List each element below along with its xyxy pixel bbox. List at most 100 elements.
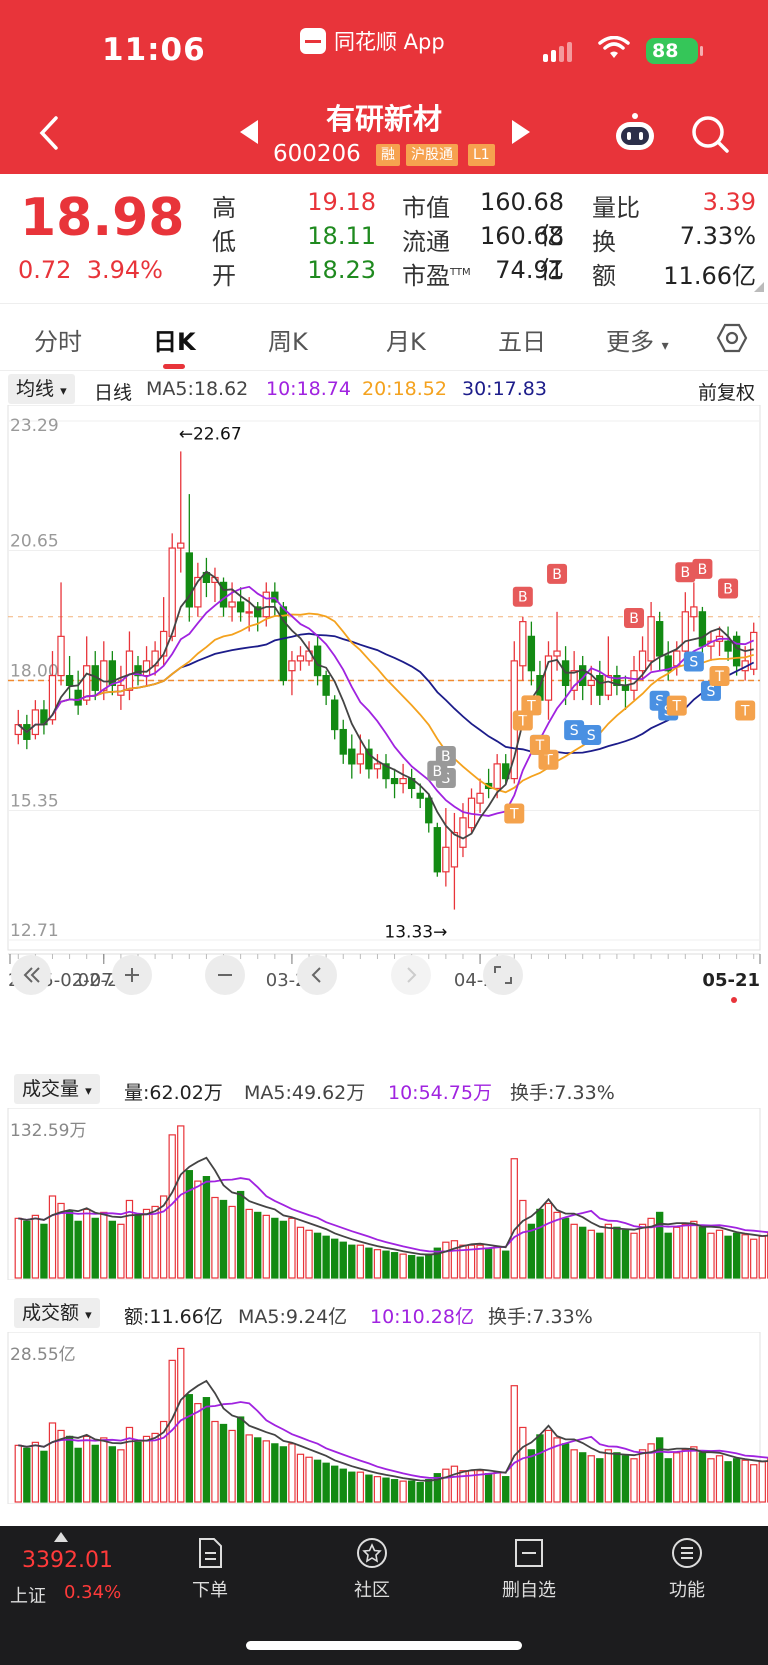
volume-bar bbox=[296, 1453, 305, 1503]
volume-bar bbox=[416, 1256, 424, 1279]
marker-label: S bbox=[587, 728, 596, 744]
ma5-line bbox=[17, 570, 754, 840]
volume-bar bbox=[493, 1246, 501, 1279]
volume-bar bbox=[40, 1223, 48, 1279]
ma-legend-bar: 均线 ▾ 日线 MA5:18.62 10:18.74 20:18.52 30:1… bbox=[0, 374, 768, 404]
volume-bar bbox=[322, 1462, 330, 1503]
settings-hexagon-icon[interactable] bbox=[716, 322, 748, 354]
volume-bar bbox=[621, 1229, 630, 1279]
volume-bar bbox=[91, 1217, 99, 1279]
chart-frame bbox=[7, 405, 761, 951]
app-indicator[interactable]: 同花顺 App bbox=[300, 26, 445, 56]
marker-label: B bbox=[518, 590, 528, 606]
index-change: 0.34% bbox=[64, 1582, 122, 1603]
tab-daily-k[interactable]: 日K bbox=[153, 328, 196, 356]
step-forward-icon[interactable] bbox=[390, 954, 432, 996]
candle-body bbox=[108, 660, 117, 687]
volume-bar bbox=[91, 1444, 99, 1503]
mktcap-value: 160.68亿 bbox=[480, 188, 564, 250]
volume-bar bbox=[407, 1480, 416, 1503]
volume-bar bbox=[185, 1394, 193, 1503]
indicator-select[interactable]: 均线 ▾ bbox=[8, 374, 75, 404]
level-tag: L1 bbox=[468, 144, 495, 166]
nav-remove-watchlist[interactable]: 删自选 bbox=[484, 1536, 574, 1602]
volume-bar bbox=[698, 1226, 707, 1279]
volume-bar bbox=[159, 1420, 168, 1503]
candle-body bbox=[254, 606, 262, 618]
volume-bar bbox=[117, 1449, 125, 1503]
volume-bar bbox=[707, 1232, 715, 1279]
adjust-label[interactable]: 前复权 bbox=[698, 382, 756, 404]
index-price[interactable]: 3392.01 bbox=[22, 1548, 113, 1573]
volume-bar bbox=[613, 1452, 621, 1503]
zoom-out-icon[interactable] bbox=[204, 954, 246, 996]
back-icon[interactable] bbox=[30, 110, 68, 156]
candle-body bbox=[433, 827, 441, 873]
marker-label: T bbox=[671, 699, 681, 715]
robot-assistant-icon[interactable] bbox=[612, 112, 658, 154]
float-value: 160.68亿 bbox=[480, 222, 564, 284]
home-indicator[interactable] bbox=[246, 1641, 522, 1650]
volume-bar bbox=[23, 1220, 31, 1279]
volume-bar bbox=[630, 1458, 638, 1503]
volume-bar bbox=[536, 1434, 544, 1503]
volume-bar bbox=[553, 1211, 561, 1279]
tab-five-day[interactable]: 五日 bbox=[498, 328, 546, 356]
y-axis-label: 23.29 bbox=[10, 416, 59, 436]
volume-bar bbox=[100, 1211, 108, 1279]
period-label: 日线 bbox=[94, 382, 133, 404]
nav-functions[interactable]: 功能 bbox=[642, 1536, 732, 1602]
trade-marker-T: T bbox=[709, 665, 730, 686]
volume-bar bbox=[732, 1458, 741, 1503]
volume-bar bbox=[14, 1444, 22, 1503]
ma20-label: 20:18.52 bbox=[362, 378, 447, 400]
volume-bar bbox=[74, 1447, 82, 1503]
search-icon[interactable] bbox=[690, 114, 730, 154]
step-back-icon[interactable] bbox=[296, 954, 338, 996]
volume-bar bbox=[399, 1480, 407, 1503]
fullscreen-icon[interactable] bbox=[482, 954, 524, 996]
amount-select[interactable]: 成交额 ▾ bbox=[14, 1298, 100, 1328]
tab-weekly-k[interactable]: 周K bbox=[268, 328, 308, 356]
subchart-frame bbox=[7, 1108, 761, 1280]
candlestick-chart[interactable]: 23.2920.6518.0015.3512.71BSTBSBBBSBTSSTS… bbox=[0, 405, 768, 1055]
tab-monthly-k[interactable]: 月K bbox=[386, 328, 426, 356]
marker-label: B bbox=[698, 562, 708, 578]
candle-body bbox=[245, 611, 253, 614]
volume-bar bbox=[390, 1479, 399, 1503]
candle-body bbox=[219, 581, 228, 608]
candle-body bbox=[476, 792, 484, 804]
pe-value: 74.91 bbox=[495, 256, 564, 284]
volume-bar bbox=[664, 1232, 672, 1279]
candle-body bbox=[647, 616, 655, 662]
volume-select[interactable]: 成交量 ▾ bbox=[14, 1074, 100, 1104]
zoom-in-icon[interactable] bbox=[111, 954, 153, 996]
tab-intraday[interactable]: 分时 bbox=[34, 328, 82, 356]
candle-body bbox=[442, 846, 450, 873]
tab-more[interactable]: 更多 ▾ bbox=[606, 328, 669, 356]
candle-body bbox=[459, 817, 467, 848]
scroll-left-icon[interactable] bbox=[10, 954, 52, 996]
margin-tag: 融 bbox=[376, 144, 400, 166]
nav-order-label: 下单 bbox=[192, 1580, 228, 1601]
mktcap-label: 市值 bbox=[402, 194, 450, 222]
volume-bar bbox=[519, 1426, 527, 1503]
volume-bar bbox=[219, 1423, 228, 1503]
status-time: 11:06 bbox=[102, 32, 206, 68]
volume-bar bbox=[125, 1199, 134, 1279]
vratio-label: 量比 bbox=[592, 194, 640, 222]
volume-bar bbox=[296, 1226, 305, 1279]
candle-body bbox=[690, 606, 698, 618]
nav-order[interactable]: 下单 bbox=[165, 1536, 255, 1602]
nav-community[interactable]: 社区 bbox=[327, 1536, 417, 1602]
candle-body bbox=[142, 660, 151, 677]
vratio-value: 3.39 bbox=[702, 188, 756, 216]
next-stock-icon[interactable] bbox=[512, 120, 530, 144]
prev-stock-icon[interactable] bbox=[240, 120, 258, 144]
volume-bar bbox=[630, 1232, 638, 1279]
candle-body bbox=[185, 552, 193, 608]
marker-label: B bbox=[723, 582, 733, 598]
marker-label: B bbox=[629, 611, 639, 627]
corner-expand-icon[interactable] bbox=[754, 282, 764, 292]
volume-bar bbox=[151, 1205, 159, 1279]
